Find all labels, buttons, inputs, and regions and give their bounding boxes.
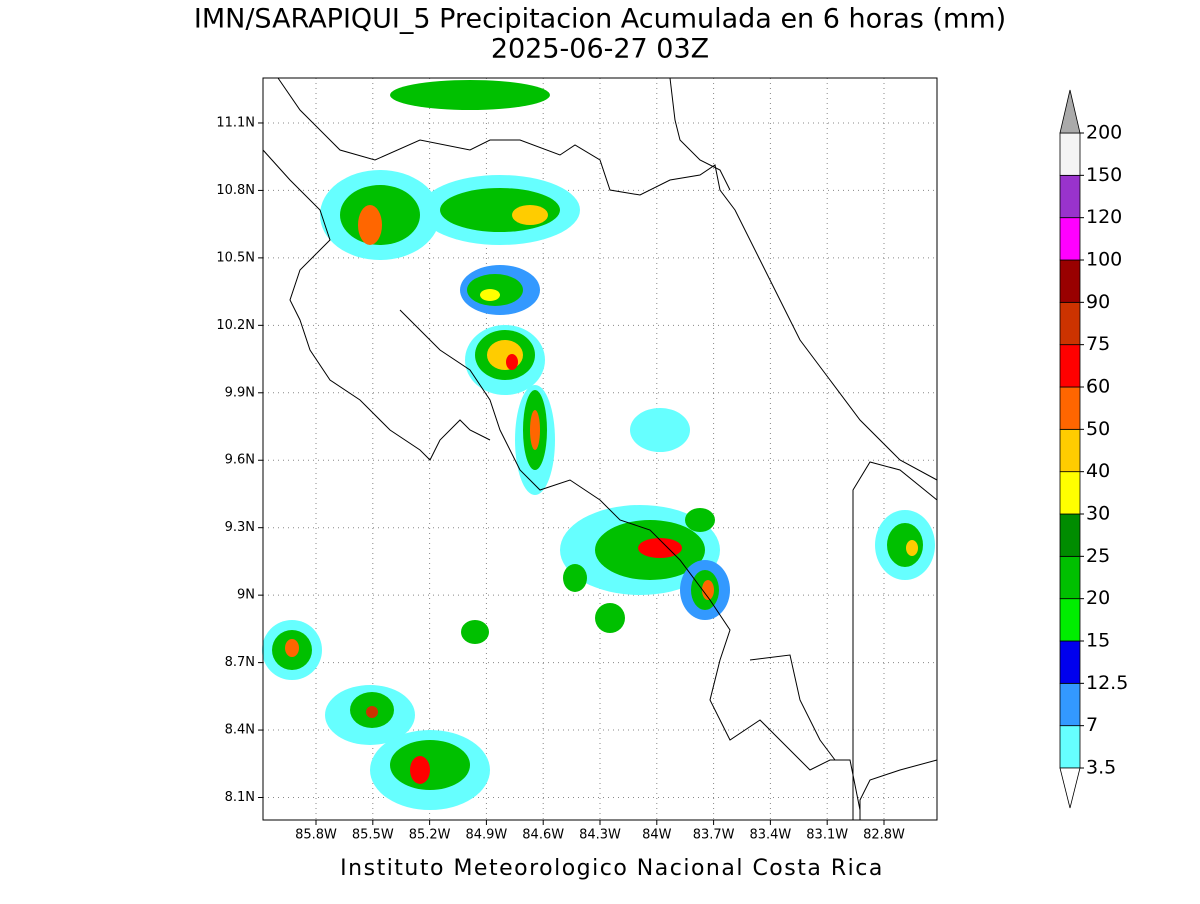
colorbar-bin bbox=[1059, 598, 1081, 642]
y-tick-label: 8.1N bbox=[225, 790, 255, 805]
colorbar-bin bbox=[1059, 259, 1081, 303]
colorbar-bin bbox=[1059, 725, 1081, 769]
colorbar-label: 3.5 bbox=[1086, 757, 1116, 779]
colorbar-label: 90 bbox=[1086, 291, 1110, 313]
colorbar-label: 40 bbox=[1086, 460, 1110, 482]
colorbar-bin bbox=[1059, 217, 1081, 261]
colorbar-label: 100 bbox=[1086, 249, 1122, 271]
colorbar-label: 20 bbox=[1086, 587, 1110, 609]
x-tick-label: 85.2W bbox=[409, 828, 451, 843]
colorbar-label: 30 bbox=[1086, 503, 1110, 525]
x-tick-label: 85.8W bbox=[295, 828, 337, 843]
colorbar-under bbox=[1059, 767, 1081, 809]
y-tick-label: 10.8N bbox=[216, 183, 255, 198]
colorbar-bin bbox=[1059, 386, 1081, 430]
precipitation-field bbox=[262, 80, 935, 810]
colorbar-label: 75 bbox=[1086, 333, 1110, 355]
subtitle: 2025-06-27 03Z bbox=[491, 34, 709, 65]
y-tick-label: 10.5N bbox=[216, 250, 255, 265]
colorbar-label: 15 bbox=[1086, 630, 1110, 652]
colorbar-label: 25 bbox=[1086, 545, 1110, 567]
y-tick-label: 11.1N bbox=[216, 115, 255, 130]
y-tick-label: 9.6N bbox=[225, 453, 255, 468]
footer: Instituto Meteorologico Nacional Costa R… bbox=[340, 856, 884, 881]
colorbar: 3.5 7 12.5 15 20 25 30 40 50 60 75 90 100 120 150 200 bbox=[1059, 89, 1128, 809]
y-tick-label: 10.2N bbox=[216, 318, 255, 333]
axes: 85.8W 85.5W 85.2W 84.9W 84.6W 84.3W 84W 83.7W 83… bbox=[216, 115, 905, 842]
x-tick-label: 84W bbox=[642, 828, 672, 843]
x-tick-label: 84.3W bbox=[579, 828, 621, 843]
colorbar-bin bbox=[1059, 132, 1081, 176]
y-tick-label: 8.4N bbox=[225, 723, 255, 738]
x-tick-label: 84.6W bbox=[522, 828, 564, 843]
colorbar-bin bbox=[1059, 174, 1081, 219]
x-tick-label: 82.8W bbox=[863, 828, 905, 843]
colorbar-label: 60 bbox=[1086, 376, 1110, 398]
y-tick-label: 8.7N bbox=[225, 655, 255, 670]
colorbar-label: 7 bbox=[1086, 714, 1098, 736]
x-tick-label: 84.9W bbox=[465, 828, 507, 843]
coastlines bbox=[262, 77, 938, 820]
colorbar-label: 200 bbox=[1086, 122, 1122, 144]
x-tick-label: 85.5W bbox=[352, 828, 394, 843]
colorbar-bin bbox=[1059, 301, 1081, 346]
x-tick-label: 83.1W bbox=[806, 828, 848, 843]
colorbar-over bbox=[1059, 89, 1081, 134]
y-tick-label: 9.3N bbox=[225, 520, 255, 535]
y-tick-label: 9.9N bbox=[225, 385, 255, 400]
colorbar-bin bbox=[1059, 640, 1081, 684]
colorbar-bin bbox=[1059, 428, 1081, 473]
colorbar-label: 150 bbox=[1086, 164, 1122, 186]
title: IMN/SARAPIQUI_5 Precipitacion Acumulada … bbox=[194, 4, 1006, 35]
colorbar-bin bbox=[1059, 555, 1081, 600]
x-tick-label: 83.7W bbox=[693, 828, 735, 843]
colorbar-bin bbox=[1059, 513, 1081, 557]
x-tick-label: 83.4W bbox=[749, 828, 791, 843]
colorbar-bin bbox=[1059, 471, 1081, 515]
colorbar-label: 12.5 bbox=[1086, 672, 1128, 694]
colorbar-bin bbox=[1059, 344, 1081, 388]
colorbar-bin bbox=[1059, 682, 1081, 727]
colorbar-label: 50 bbox=[1086, 418, 1110, 440]
colorbar-label: 120 bbox=[1086, 206, 1122, 228]
y-tick-label: 9N bbox=[237, 588, 255, 603]
